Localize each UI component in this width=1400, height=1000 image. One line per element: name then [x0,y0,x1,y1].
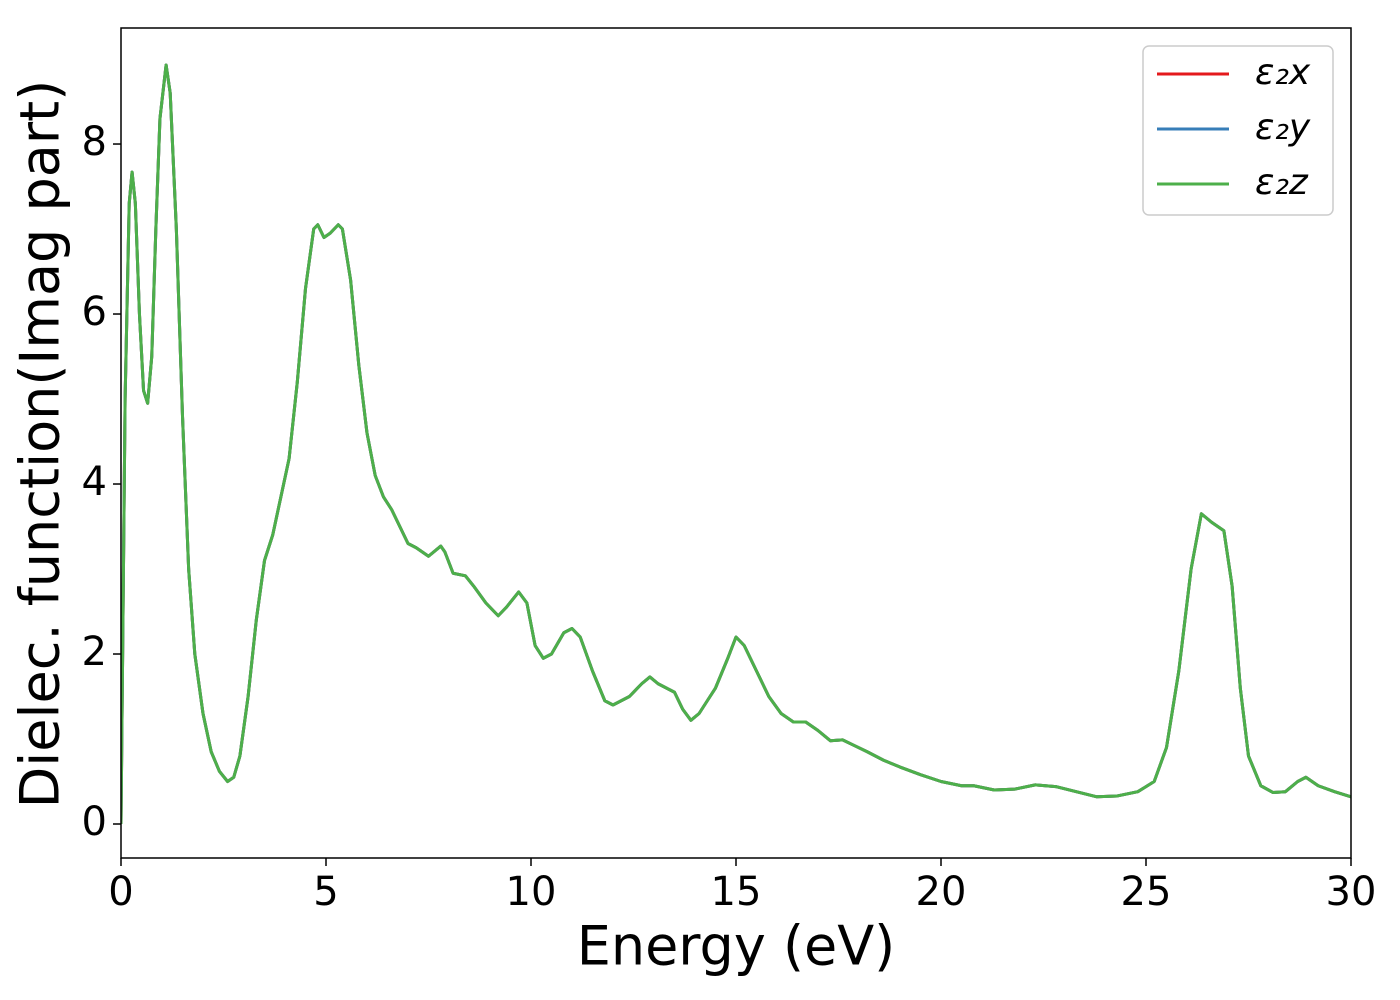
y-tick-label: 4 [82,459,107,505]
x-tick-label: 5 [313,869,338,915]
y-tick-label: 8 [82,119,107,165]
x-tick-label: 0 [108,869,133,915]
y-tick-label: 6 [82,289,107,335]
series-line [121,63,1351,825]
x-axis-label: Energy (eV) [577,915,896,978]
legend-box [1142,45,1334,216]
y-tick-label: 0 [82,799,107,845]
x-tick-label: 20 [916,869,967,915]
legend-label: ε₂x [1255,52,1311,93]
plot-frame [120,27,1352,859]
x-tick-label: 10 [506,869,557,915]
legend-label: ε₂z [1255,162,1309,203]
legend-label: ε₂y [1255,107,1311,148]
x-tick-label: 30 [1326,869,1377,915]
x-tick-label: 25 [1121,869,1172,915]
y-axis-label: Dielec. function(Imag part) [9,80,72,809]
x-tick-label: 15 [711,869,762,915]
y-tick-label: 2 [82,629,107,675]
